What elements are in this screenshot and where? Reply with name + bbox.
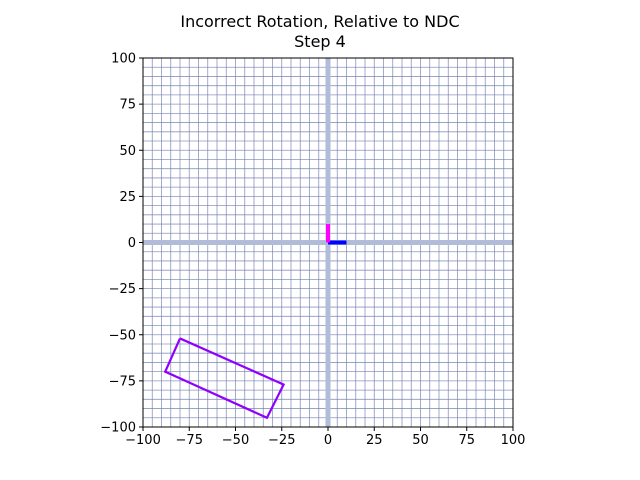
y-tick-label: −100 [100, 421, 136, 436]
x-tick-label: −100 [125, 433, 161, 448]
x-tick-label: 75 [458, 433, 475, 448]
x-tick-label: 0 [324, 433, 332, 448]
y-tick-label: −50 [109, 328, 136, 343]
y-tick-label: −75 [109, 374, 136, 389]
x-tick-label: 100 [501, 433, 526, 448]
y-tick-label: 75 [119, 98, 136, 113]
y-tick-label: 0 [128, 236, 136, 251]
x-tick-label: −75 [176, 433, 203, 448]
chart-subtitle: Step 4 [294, 32, 346, 51]
x-tick-label: −25 [268, 433, 295, 448]
x-tick-label: 25 [366, 433, 383, 448]
axis-ticks: −100 −75 −50 −25 0 25 50 75 100 −100 −75 −50 −25 0 25 5… [100, 52, 525, 449]
chart-title-block: Incorrect Rotation, Relative to NDC Step… [0, 12, 640, 52]
x-tick-label: −50 [222, 433, 249, 448]
plot-series [163, 224, 347, 420]
x-tick-label: 50 [412, 433, 429, 448]
y-tick-label: 100 [111, 52, 136, 67]
y-tick-label: 25 [119, 190, 136, 205]
chart-title: Incorrect Rotation, Relative to NDC [180, 12, 460, 31]
y-tick-label: 50 [119, 144, 136, 159]
series-rectangle [163, 337, 286, 420]
y-tick-label: −25 [109, 282, 136, 297]
